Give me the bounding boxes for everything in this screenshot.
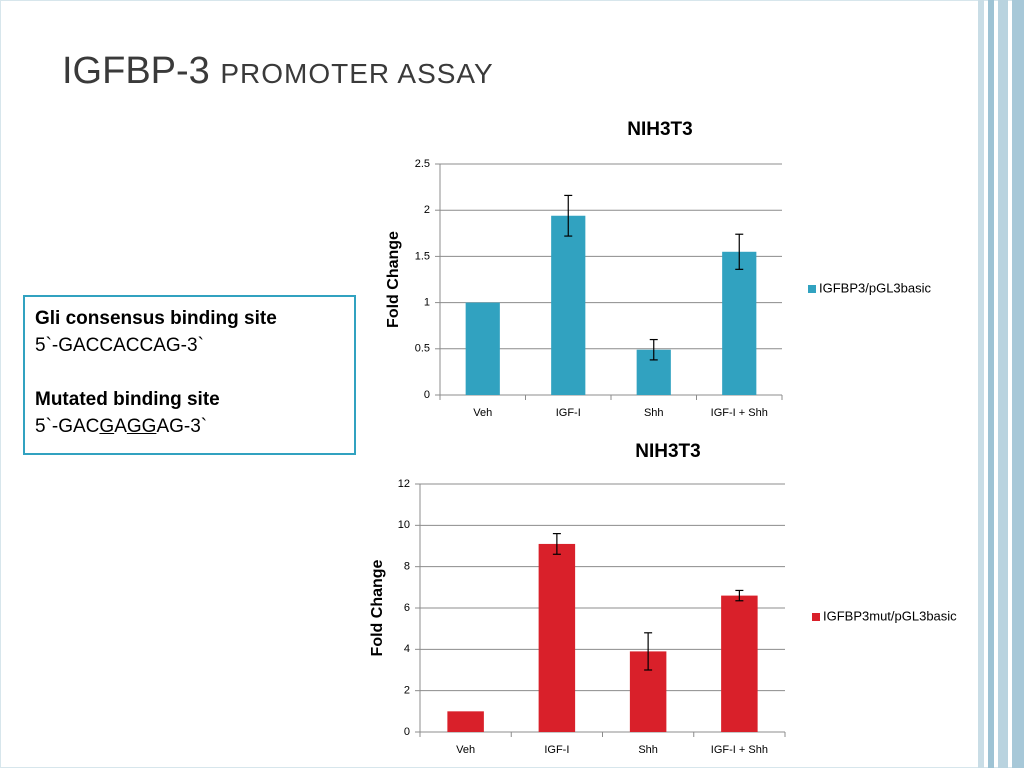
chart-title: NIH3T3: [627, 119, 692, 140]
y-tick-label: 0: [404, 726, 410, 738]
stripe: [988, 0, 994, 768]
x-tick-label: IGF-I + Shh: [711, 744, 768, 756]
y-tick-label: 6: [404, 602, 410, 614]
sequence: 5`-GACCACCAG-3`: [35, 335, 204, 356]
x-tick-label: Veh: [456, 744, 475, 756]
legend-label: IGFBP3mut/pGL3basic: [823, 608, 957, 623]
x-tick-label: IGF-I + Shh: [711, 407, 768, 419]
y-tick-label: 0: [424, 389, 430, 401]
y-axis-label: Fold Change: [369, 559, 386, 656]
title-small-caps: PROMOTER ASSAY: [220, 58, 494, 89]
chart-title: NIH3T3: [635, 441, 700, 462]
x-tick-label: Shh: [638, 744, 658, 756]
legend-label: IGFBP3/pGL3basic: [819, 280, 931, 295]
heading: Gli consensus binding site: [35, 308, 277, 329]
y-axis-label: Fold Change: [385, 231, 402, 328]
y-tick-label: 1: [424, 297, 430, 309]
stripe: [998, 0, 1008, 768]
stripe: [1012, 0, 1024, 768]
y-tick-label: 12: [398, 478, 410, 490]
title-main: IGFBP-3: [62, 50, 210, 92]
x-tick-label: IGF-I: [544, 744, 569, 756]
text-box: Gli consensus binding site 5`-GACCACCAG-…: [23, 295, 356, 455]
bar: [551, 215, 586, 395]
sequence: 5`-GACGAGGAG-3`: [35, 413, 344, 440]
legend-swatch: [808, 285, 816, 293]
x-tick-label: Shh: [644, 407, 664, 419]
sequence-part: G: [99, 416, 115, 437]
stripe: [978, 0, 984, 768]
bar: [721, 595, 758, 732]
sequence-part: A: [114, 416, 127, 437]
bar: [538, 543, 576, 732]
y-tick-label: 2: [424, 204, 430, 216]
heading: Mutated binding site: [35, 389, 220, 410]
y-tick-label: 1.5: [415, 250, 430, 262]
y-tick-label: 4: [404, 643, 410, 655]
sequence-part: GG: [126, 416, 157, 437]
bar: [465, 302, 500, 395]
y-tick-label: 0.5: [415, 343, 430, 355]
bar: [722, 251, 757, 395]
y-tick-label: 2.5: [415, 158, 430, 170]
y-tick-label: 2: [404, 685, 410, 697]
bar: [447, 711, 484, 732]
y-tick-label: 8: [404, 561, 410, 573]
slide-title: IGFBP-3 PROMOTER ASSAY: [62, 50, 494, 93]
x-tick-label: IGF-I: [556, 407, 581, 419]
sequence-part: 5`-GAC: [35, 416, 100, 437]
y-tick-label: 10: [398, 519, 410, 531]
sequence-part: AG-3`: [156, 416, 208, 437]
legend-swatch: [812, 613, 820, 621]
x-tick-label: Veh: [473, 407, 492, 419]
